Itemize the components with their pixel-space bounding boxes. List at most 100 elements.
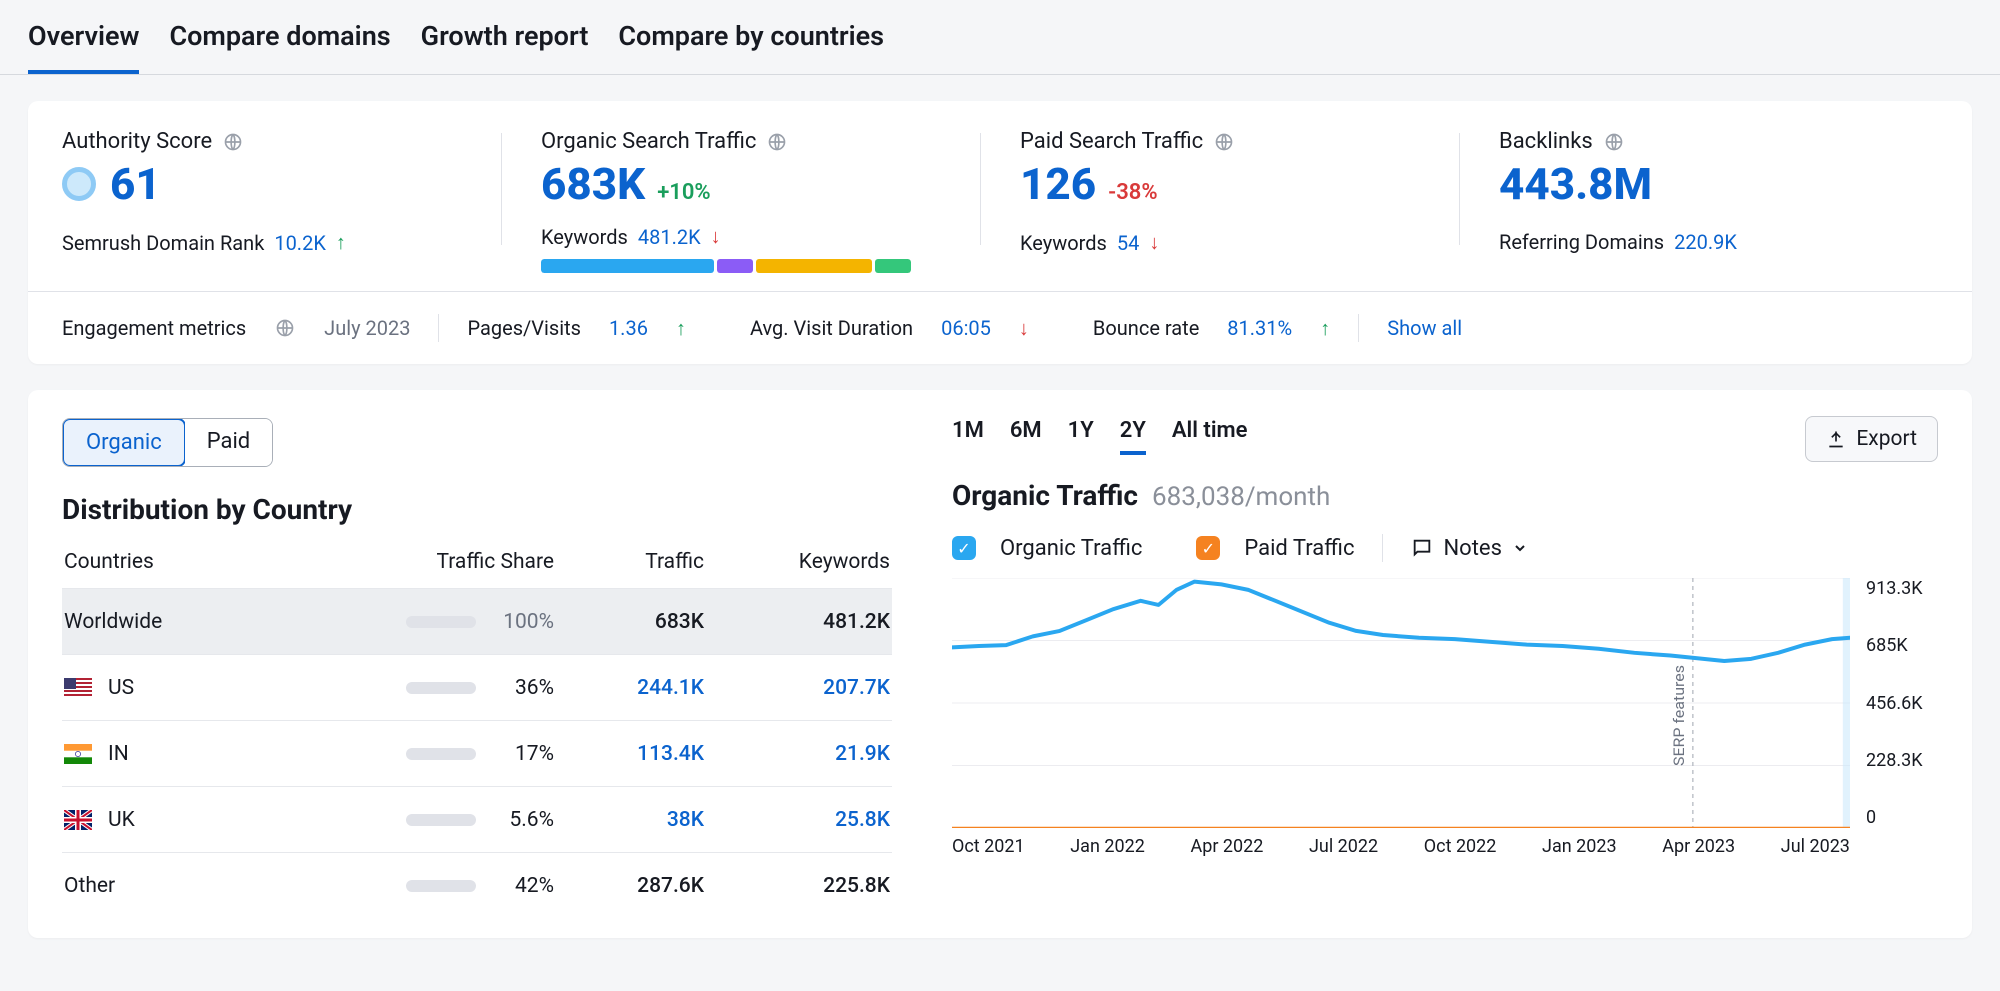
x-tick: Oct 2021 (952, 836, 1025, 857)
traffic-value[interactable]: 113.4K (554, 742, 704, 766)
ref-domains-label: Referring Domains (1499, 230, 1664, 254)
keywords-value[interactable]: 207.7K (704, 676, 890, 700)
arrow-up-icon: ↑ (1320, 316, 1330, 341)
range-1y[interactable]: 1Y (1068, 418, 1094, 455)
legend-organic-label: Organic Traffic (1000, 536, 1142, 561)
authority-label: Authority Score (62, 129, 212, 154)
range-6m[interactable]: 6M (1010, 418, 1042, 455)
table-row[interactable]: UK 5.6% 38K 25.8K (62, 786, 892, 852)
traffic-chart: SERP features 913.3K685K456.6K228.3K0 (952, 578, 1938, 828)
arrow-down-icon: ↓ (711, 224, 721, 249)
col-traffic: Traffic (554, 550, 704, 574)
globe-icon (222, 131, 244, 153)
ref-domains-value[interactable]: 220.9K (1674, 230, 1737, 254)
show-all-link[interactable]: Show all (1387, 316, 1462, 340)
timerange-tabs: 1M 6M 1Y 2Y All time (952, 418, 1938, 455)
x-tick: Oct 2022 (1424, 836, 1497, 857)
flag-icon (64, 744, 92, 764)
flag-icon (64, 678, 92, 698)
paid-value[interactable]: 126 (1020, 158, 1096, 210)
notes-label: Notes (1443, 536, 1501, 561)
country-name: Other (64, 874, 115, 898)
paid-label: Paid Search Traffic (1020, 129, 1203, 154)
tab-compare-domains[interactable]: Compare domains (169, 0, 390, 74)
traffic-type-toggle: Organic Paid (62, 418, 273, 467)
table-row[interactable]: US 36% 244.1K 207.7K (62, 654, 892, 720)
col-countries: Countries (64, 550, 344, 574)
visit-duration-value: 06:05 (941, 316, 991, 340)
x-tick: Jul 2023 (1781, 836, 1850, 857)
share-bar (406, 814, 476, 826)
keyword-intent-bar (541, 259, 911, 273)
domain-rank-value[interactable]: 10.2K (274, 231, 326, 255)
chart-y-axis: 913.3K685K456.6K228.3K0 (1856, 578, 1938, 828)
table-row[interactable]: Worldwide 100% 683K 481.2K (62, 588, 892, 654)
authority-value: 61 (110, 158, 161, 210)
share-value: 36% (494, 676, 554, 700)
tab-overview[interactable]: Overview (28, 0, 139, 74)
country-name: UK (108, 808, 135, 832)
organic-delta: +10% (657, 180, 710, 205)
table-row[interactable]: Other 42% 287.6K 225.8K (62, 852, 892, 918)
toggle-paid[interactable]: Paid (185, 419, 272, 466)
traffic-value[interactable]: 244.1K (554, 676, 704, 700)
metric-organic: Organic Search Traffic 683K +10% Keyword… (501, 129, 980, 273)
share-bar (406, 682, 476, 694)
share-value: 42% (494, 874, 554, 898)
checkbox-paid[interactable]: ✓ (1196, 536, 1220, 560)
paid-kw-label: Keywords (1020, 231, 1107, 255)
x-tick: Jul 2022 (1309, 836, 1378, 857)
table-row[interactable]: IN 17% 113.4K 21.9K (62, 720, 892, 786)
country-name: IN (108, 742, 129, 766)
x-tick: Apr 2023 (1662, 836, 1735, 857)
share-bar (406, 748, 476, 760)
country-name: US (108, 676, 134, 700)
range-all[interactable]: All time (1172, 418, 1248, 455)
metric-paid: Paid Search Traffic 126 -38% Keywords 54… (980, 129, 1459, 273)
checkbox-organic[interactable]: ✓ (952, 536, 976, 560)
keywords-value[interactable]: 25.8K (704, 808, 890, 832)
organic-kw-value[interactable]: 481.2K (638, 225, 701, 249)
tab-compare-countries[interactable]: Compare by countries (618, 0, 884, 74)
authority-donut-icon (62, 167, 96, 201)
range-2y[interactable]: 2Y (1120, 418, 1146, 455)
keywords-value[interactable]: 21.9K (704, 742, 890, 766)
summary-card: Authority Score 61 Semrush Domain Rank 1… (28, 101, 1972, 364)
distribution-table: Countries Traffic Share Traffic Keywords… (62, 550, 892, 918)
notes-button[interactable]: Notes (1411, 536, 1527, 561)
range-1m[interactable]: 1M (952, 418, 984, 455)
metric-authority: Authority Score 61 Semrush Domain Rank 1… (62, 129, 501, 273)
arrow-up-icon: ↑ (336, 230, 346, 255)
flag-icon (64, 810, 92, 830)
traffic-panel: Organic Paid Distribution by Country Cou… (28, 390, 1972, 938)
organic-value[interactable]: 683K (541, 158, 645, 210)
chart-title: Organic Traffic (952, 479, 1138, 512)
toggle-organic[interactable]: Organic (62, 418, 186, 467)
export-button[interactable]: Export (1805, 416, 1938, 462)
traffic-value: 683K (554, 610, 704, 634)
arrow-up-icon: ↑ (676, 316, 686, 341)
y-tick: 0 (1866, 807, 1938, 828)
col-keywords: Keywords (704, 550, 890, 574)
chevron-down-icon (1512, 540, 1528, 556)
engagement-row: Engagement metrics July 2023 Pages/Visit… (28, 291, 1972, 364)
share-value: 17% (494, 742, 554, 766)
svg-text:SERP features: SERP features (1671, 665, 1688, 766)
y-tick: 685K (1866, 635, 1938, 656)
y-tick: 913.3K (1866, 578, 1938, 599)
traffic-value[interactable]: 38K (554, 808, 704, 832)
keywords-value: 225.8K (704, 874, 890, 898)
paid-kw-value[interactable]: 54 (1117, 231, 1139, 255)
x-tick: Apr 2022 (1190, 836, 1263, 857)
engagement-label: Engagement metrics (62, 316, 246, 340)
col-share: Traffic Share (344, 550, 554, 574)
y-tick: 456.6K (1866, 693, 1938, 714)
traffic-value: 287.6K (554, 874, 704, 898)
bounce-value: 81.31% (1227, 316, 1292, 340)
organic-kw-label: Keywords (541, 225, 628, 249)
tab-growth-report[interactable]: Growth report (421, 0, 589, 74)
backlinks-value[interactable]: 443.8M (1499, 158, 1652, 210)
legend-paid-label: Paid Traffic (1244, 536, 1354, 561)
country-name: Worldwide (64, 610, 162, 634)
keywords-value: 481.2K (704, 610, 890, 634)
